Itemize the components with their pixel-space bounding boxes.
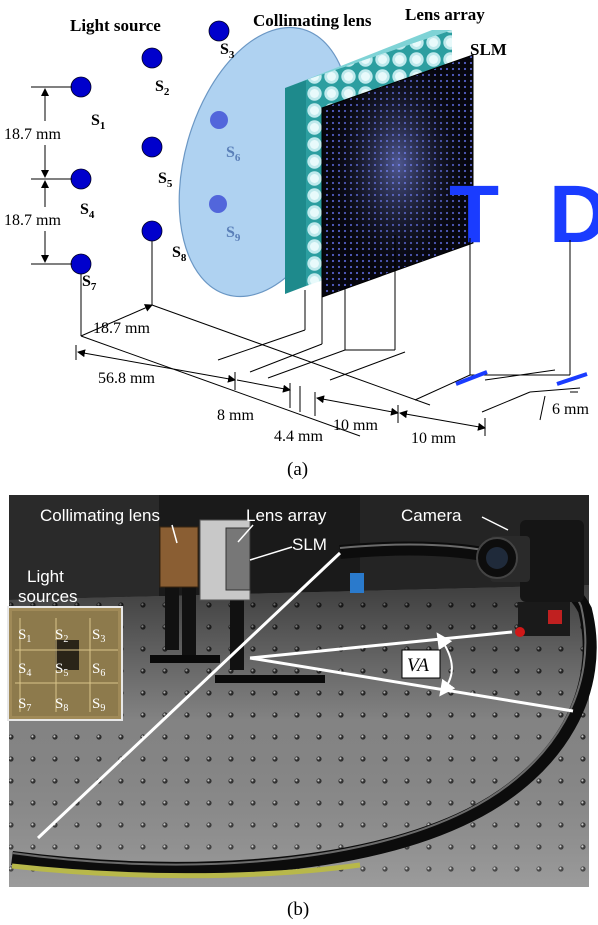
- viewing-lines: [36, 551, 574, 840]
- collimating-lens-mount: [159, 526, 199, 588]
- vertical-dimension: [31, 86, 72, 265]
- rail-scale: [11, 862, 361, 879]
- slm-shape: [321, 54, 474, 298]
- header-light-source: Light source: [70, 16, 161, 35]
- dim-slm-t: 10 mm: [333, 417, 378, 434]
- label-s7: S7: [82, 273, 97, 293]
- source-dot-s1: [70, 76, 92, 98]
- source-dot-s9: [209, 195, 227, 213]
- source-dot-s3: [208, 20, 230, 42]
- dim-lens-array: 8 mm: [217, 407, 254, 424]
- photo-label-light-sources: Light sources: [18, 567, 78, 606]
- dim-source-lens: 56.8 mm: [98, 370, 155, 387]
- source-dot-s6: [210, 111, 228, 129]
- dim-s4-s7: 18.7 mm: [4, 212, 61, 229]
- dim-array-slm: 4.4 mm: [274, 428, 323, 445]
- target-t: T: [449, 169, 499, 260]
- source-dot-s5: [141, 136, 163, 158]
- dim-t-d: 10 mm: [411, 430, 456, 447]
- photo-label-lens-array: Lens array: [246, 506, 327, 525]
- label-s8: S8: [172, 244, 187, 264]
- label-s4: S4: [80, 201, 95, 221]
- slm-mount: [225, 527, 251, 591]
- light-sources-line1: Light: [27, 567, 64, 586]
- horizontal-dimension: [75, 345, 578, 436]
- header-collimating-lens: Collimating lens: [253, 11, 372, 30]
- source-dot-s7: [70, 253, 92, 275]
- dim-lateral: 6 mm: [552, 401, 589, 418]
- caption-a: (a): [287, 459, 308, 480]
- source-dot-s2: [141, 47, 163, 69]
- optical-mounts: [150, 519, 364, 683]
- header-slm: SLM: [470, 40, 507, 59]
- camera-body: [476, 520, 584, 637]
- va-label-box: [401, 649, 441, 679]
- target-d: D: [549, 169, 598, 260]
- va-label: VA: [407, 655, 429, 676]
- viewing-angle-arc: [436, 632, 456, 697]
- photo-pointer-arrows: [171, 516, 509, 561]
- label-s3: S3: [220, 41, 235, 61]
- panel-b: VA S1 S2 S3 S4 S5 S6 S7 S8 S9: [7, 495, 597, 920]
- panel-a: Light source Collimating lens Lens array…: [4, 5, 598, 480]
- label-s5: S5: [158, 170, 173, 190]
- photo-label-camera: Camera: [401, 506, 462, 525]
- source-dot-s4: [70, 168, 92, 190]
- caption-b: (b): [287, 899, 309, 920]
- header-lens-array: Lens array: [405, 5, 485, 24]
- dim-s7-s8: 18.7 mm: [93, 320, 150, 337]
- base-lines: [80, 235, 581, 437]
- source-dot-s8: [141, 220, 163, 242]
- light-sources-inset: [7, 606, 123, 721]
- photo-label-slm: SLM: [292, 535, 327, 554]
- d-base-mark: [556, 372, 588, 386]
- label-s1: S1: [91, 112, 105, 132]
- label-s2: S2: [155, 78, 170, 98]
- t-base-mark: [455, 370, 488, 386]
- light-sources-line2: sources: [18, 587, 78, 606]
- photo-label-collimating-lens: Collimating lens: [40, 506, 160, 525]
- dim-s1-s4: 18.7 mm: [4, 126, 61, 143]
- curtain-left: [9, 495, 159, 605]
